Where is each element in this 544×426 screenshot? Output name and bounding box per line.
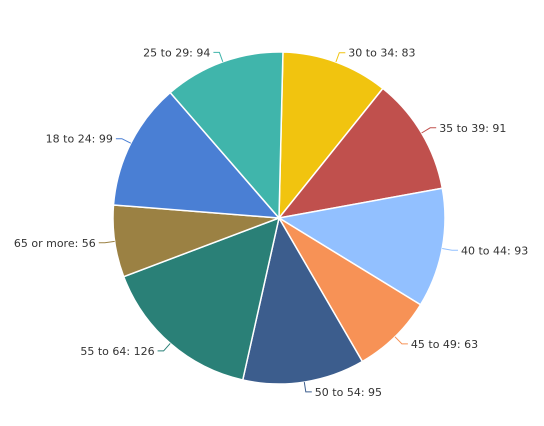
pie-slice[interactable] (241, 215, 364, 385)
label-leader-line (421, 127, 437, 134)
data-label: 50 to 54: 95 (315, 386, 382, 399)
data-label: 40 to 44: 93 (461, 244, 528, 257)
label-leader-line (213, 51, 224, 62)
pie-slice[interactable] (112, 91, 281, 219)
label-leader-line (442, 248, 458, 251)
label-leader-line (98, 240, 115, 244)
label-leader-line (115, 138, 132, 144)
data-label: 30 to 34: 83 (348, 47, 415, 60)
label-leader-line (157, 343, 171, 352)
pie-slice[interactable] (276, 187, 446, 306)
data-label: 45 to 49: 63 (411, 338, 478, 351)
data-label: 35 to 39: 91 (439, 122, 506, 135)
pie-slice[interactable] (122, 216, 281, 381)
data-label: 65 or more: 56 (14, 237, 96, 250)
label-leader-line (394, 336, 408, 345)
label-leader-line (335, 52, 346, 63)
pie-slice[interactable] (278, 51, 384, 221)
data-label: 55 to 64: 126 (80, 345, 154, 358)
data-label: 18 to 24: 99 (46, 133, 113, 146)
pie-slice[interactable] (277, 87, 444, 220)
pie-slice[interactable] (169, 51, 284, 220)
data-label: 25 to 29: 94 (143, 46, 210, 59)
label-leader-line (303, 382, 312, 393)
